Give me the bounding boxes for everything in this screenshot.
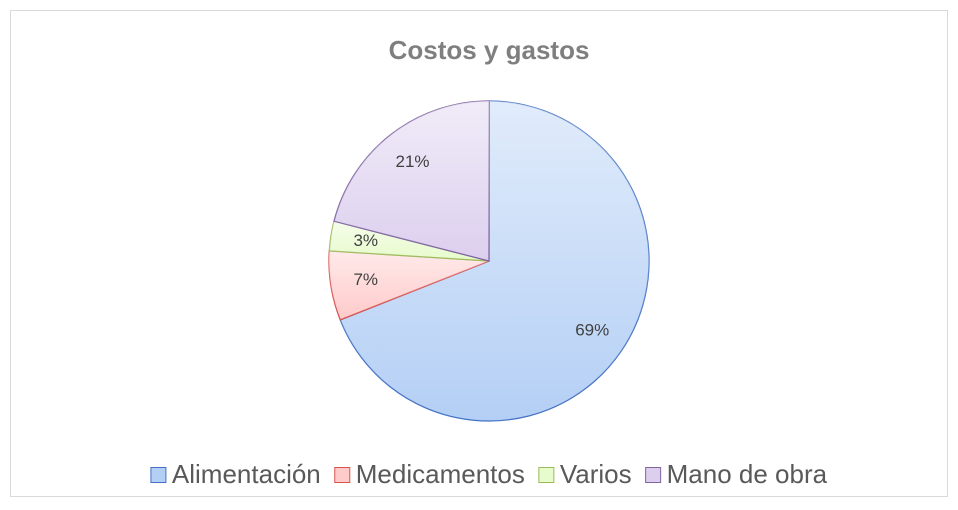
data-label: 3% bbox=[353, 231, 378, 250]
legend-label: Alimentación bbox=[172, 459, 321, 489]
legend-swatch bbox=[334, 467, 351, 483]
data-label: 7% bbox=[353, 270, 378, 289]
legend-swatch bbox=[645, 467, 662, 483]
slice-shade bbox=[334, 101, 489, 261]
chart-title: Costos y gastos bbox=[389, 35, 590, 65]
legend-swatch bbox=[538, 467, 555, 483]
slice-shade bbox=[329, 250, 489, 320]
legend-label: Varios bbox=[560, 459, 632, 489]
legend-label: Medicamentos bbox=[356, 459, 525, 489]
chart-frame bbox=[10, 10, 948, 497]
slice-shade bbox=[340, 101, 649, 422]
data-label: 21% bbox=[395, 152, 429, 171]
legend-swatch bbox=[150, 467, 167, 483]
legend-label: Mano de obra bbox=[667, 459, 828, 489]
data-label: 69% bbox=[575, 321, 609, 340]
